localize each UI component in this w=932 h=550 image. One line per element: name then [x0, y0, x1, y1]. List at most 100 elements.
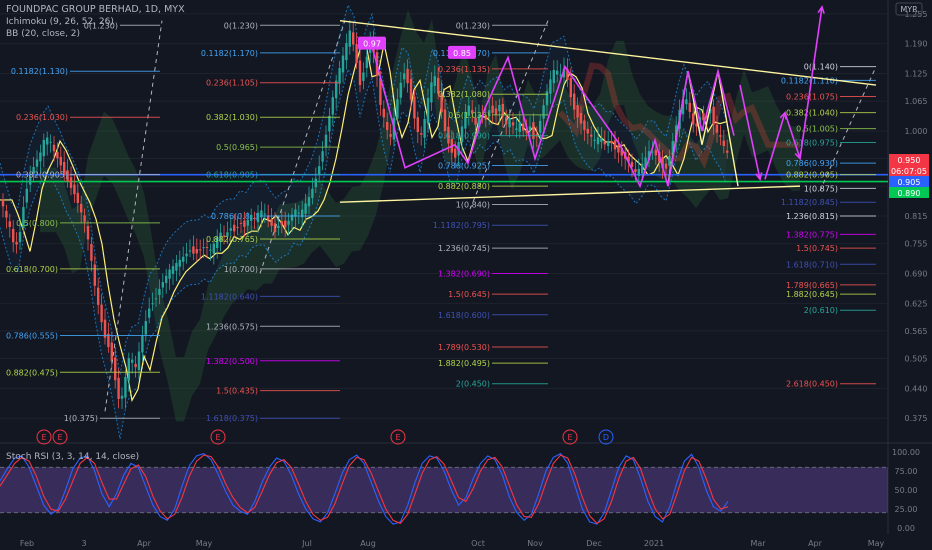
candle-body: [86, 226, 90, 240]
candle-body: [15, 241, 18, 245]
candle-body: [182, 256, 185, 262]
candle-body: [440, 92, 443, 113]
candle-body: [447, 126, 450, 144]
arrow-head-icon: [755, 172, 763, 182]
fib-level-label: 1(0.375): [64, 414, 98, 423]
fib-level-label: 1.1182(0.845): [781, 198, 838, 207]
fib-level-label: 1.5(0.745): [796, 244, 838, 253]
candle-body: [290, 214, 294, 221]
x-tick-label: Feb: [20, 539, 34, 548]
candle-body: [525, 129, 528, 133]
candle-body: [726, 150, 729, 153]
fib-level-label: 1.382(0.775): [786, 230, 838, 239]
fib-level-label: 0(1.230): [224, 21, 258, 30]
candle-body: [681, 99, 685, 115]
y-tick-label: 1.000: [905, 127, 928, 136]
candle-body: [12, 228, 15, 243]
fib-level-label: 0.5(1.005): [796, 125, 838, 134]
candle-body: [226, 232, 229, 237]
fib-level-label: 0.882(0.905): [786, 171, 838, 180]
fib-level-label: 0.618(0.700): [6, 265, 58, 274]
fib-level-label: 1.5(0.645): [448, 290, 490, 299]
candle-body: [382, 108, 385, 118]
fib-level-label: 0.382(1.030): [206, 113, 258, 122]
fib-level-label: 0.882(0.475): [6, 368, 58, 377]
candle-body: [460, 126, 464, 143]
fib-level-label: 1.789(0.530): [438, 343, 490, 352]
candle-body: [576, 105, 579, 118]
candle-body: [719, 135, 722, 137]
candle-body: [59, 156, 62, 166]
y-tick-label: 0.755: [905, 240, 928, 249]
candle-body: [188, 250, 192, 252]
candle-body: [49, 141, 52, 143]
fib-level-label: 0.5(1.035): [448, 111, 490, 120]
candle-body: [110, 342, 113, 362]
y-tick-label: 1.065: [905, 97, 928, 106]
candle-body: [42, 139, 45, 157]
candle-body: [671, 141, 674, 156]
candle-body: [205, 246, 209, 248]
x-tick-label: Jul: [301, 539, 312, 548]
candle-body: [685, 99, 688, 105]
event-marker-label: D: [603, 433, 609, 442]
candle-body: [314, 178, 317, 188]
candle-body: [321, 151, 324, 162]
symbol-title[interactable]: FOUNDPAC GROUP BERHAD, 1D, MYX: [6, 4, 185, 15]
candle-body: [379, 77, 382, 105]
fib-level-label: 1.789(0.665): [786, 281, 838, 290]
candle-body: [212, 243, 215, 254]
candle-body: [709, 108, 712, 114]
candle-body: [634, 169, 637, 172]
candle-body: [239, 222, 243, 224]
candle-body: [301, 209, 304, 218]
stoch-band: [0, 467, 888, 513]
y-tick-label: 0.440: [905, 384, 928, 393]
candle-body: [69, 177, 73, 188]
event-marker-label: E: [395, 433, 400, 442]
candle-body: [256, 212, 260, 223]
fib-level-label: 0.786(0.925): [438, 161, 490, 170]
candle-body: [556, 70, 559, 75]
candle-body: [236, 226, 239, 228]
candle-body: [515, 128, 518, 130]
fib-level-label: 0.236(1.075): [786, 93, 838, 102]
projection-arrow-3: [799, 6, 823, 159]
candle-body: [545, 91, 549, 106]
candle-body: [124, 376, 127, 398]
candle-body: [630, 161, 634, 167]
candle-body: [52, 144, 56, 152]
candle-body: [158, 288, 161, 295]
candle-body: [423, 119, 426, 138]
fib-level-label: 1(0.840): [456, 201, 490, 210]
stoch-rsi-label[interactable]: Stoch RSI (3, 3, 14, 14, close): [6, 452, 140, 462]
x-tick-label: Nov: [527, 539, 543, 548]
ichimoku-label[interactable]: Ichimoku (9, 26, 52, 26): [6, 17, 114, 27]
candle-body: [73, 184, 76, 195]
candle-body: [294, 209, 297, 217]
price-tag-label: 0.905: [898, 178, 921, 187]
candle-body: [396, 99, 399, 119]
arrow-head-icon: [817, 5, 825, 14]
currency-box: [895, 2, 923, 16]
event-marker-icon: [210, 429, 226, 445]
candle-body: [341, 55, 345, 73]
candle-body: [712, 106, 715, 125]
stoch-tick-label: 50.00: [895, 486, 918, 495]
fib-level-label: 0.1182(1.110): [781, 76, 838, 85]
fib-level-label: 0.236(1.105): [206, 79, 258, 88]
event-marker-icon: [390, 429, 406, 445]
candle-body: [705, 115, 708, 117]
fib-level-label: 0.786(0.930): [786, 159, 838, 168]
candle-body: [426, 97, 430, 124]
x-tick-label: Oct: [471, 539, 485, 548]
candle-body: [1, 199, 5, 207]
candle-body: [647, 151, 651, 161]
bb-label[interactable]: BB (20, close, 2): [6, 29, 81, 39]
y-tick-label: 0.625: [905, 299, 928, 308]
candle-body: [583, 120, 586, 130]
candle-body: [83, 215, 86, 222]
candle-body: [389, 134, 392, 137]
candle-body: [542, 105, 545, 119]
